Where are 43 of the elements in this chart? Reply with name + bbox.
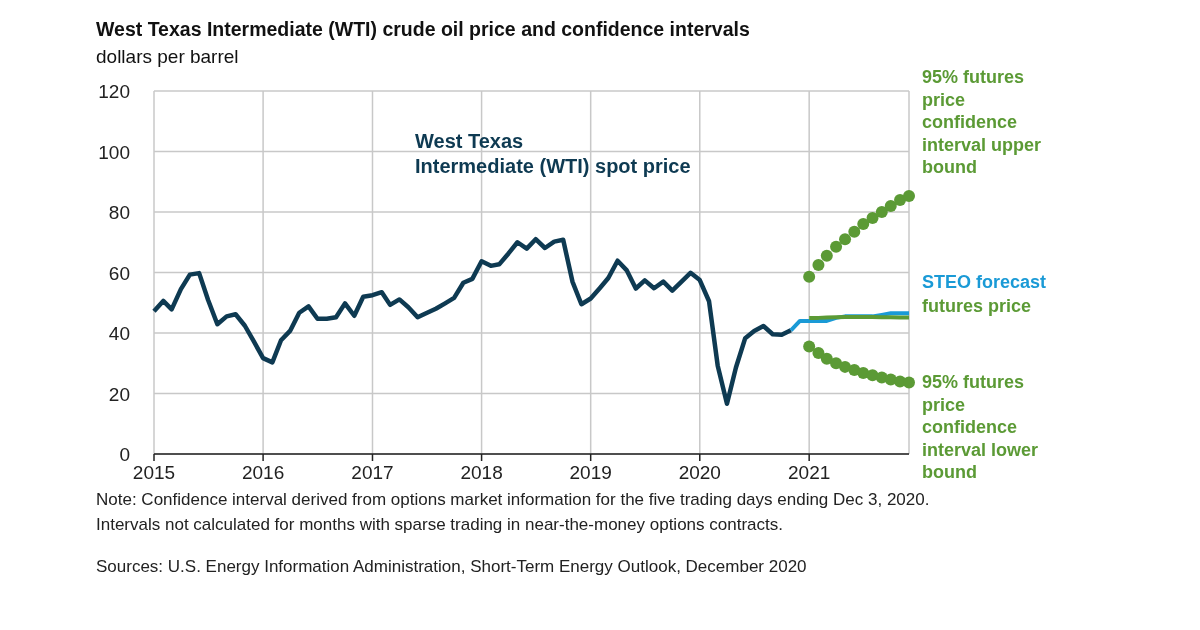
y-tick-label: 20 (108, 383, 130, 405)
y-tick-label: 40 (108, 323, 130, 344)
text: Note: Confidence interval derived from options market information for the five trading days ending Dec 3, 2020. Intervals not calculated for months with sparse trading in near-the-money options contracts. (96, 490, 930, 534)
point (812, 346, 825, 359)
y-tick-label: 80 (108, 202, 130, 223)
point (803, 340, 816, 353)
point (875, 206, 888, 218)
series-label: 95% futures price confidence interval upper bound (922, 67, 1042, 177)
point (866, 212, 879, 225)
x-tick-label: 2019 (569, 462, 612, 483)
point (820, 352, 833, 365)
y-tick-label: 60 (108, 262, 130, 284)
x-tick-label: 2016 (241, 462, 285, 483)
line-series (151, 236, 794, 407)
series-label: STEO forecast (922, 272, 1047, 292)
point (830, 357, 843, 370)
y-tick-label: 100 (98, 141, 130, 163)
x-tick-label: 2020 (678, 462, 721, 483)
x-tick-label: 2017 (351, 462, 394, 483)
series-label: 95% futures price confidence interval lower bound (922, 372, 1039, 482)
series-label: futures price (922, 296, 1032, 316)
point (839, 233, 852, 246)
point (857, 218, 870, 231)
point (884, 199, 897, 212)
point (857, 366, 870, 379)
x-tick-label: 2021 (788, 462, 831, 483)
point (894, 193, 907, 206)
point (820, 249, 833, 262)
point (848, 225, 861, 238)
chart-subtitle: dollars per barrel (96, 46, 239, 67)
y-tick-label: 120 (98, 81, 130, 102)
point (903, 189, 915, 202)
source-note: Sources: U.S. Energy Information Administration, Short-Term Energy Outlook, December 2020 (96, 557, 807, 576)
point (839, 360, 852, 373)
point (803, 270, 816, 283)
x-tick-label: 2018 (460, 462, 503, 483)
point (812, 258, 825, 271)
point (830, 240, 843, 253)
point (903, 376, 915, 389)
text: West Texas Intermediate (WTI) spot price (415, 130, 691, 177)
x-tick-label: 2015 (132, 462, 176, 483)
chart-title: West Texas Intermediate (WTI) crude oil price and confidence intervals (96, 18, 750, 40)
y-tick-label: 0 (119, 444, 130, 465)
